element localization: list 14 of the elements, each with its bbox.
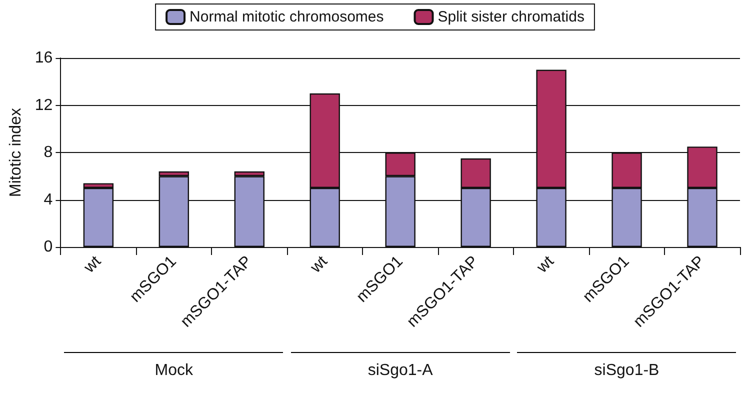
y-tick-label: 16 (34, 50, 53, 66)
text: siSgo1-B (593, 362, 660, 380)
x-tick-label: wt (80, 252, 105, 278)
text: Mock (154, 362, 194, 380)
y-tick-label: 0 (44, 238, 53, 256)
legend-label: Normal mitotic chromosomes (190, 8, 384, 26)
x-tick-label: wt (306, 252, 332, 278)
y-tick-label: 4 (44, 191, 53, 208)
text: siSgo1-A (366, 362, 434, 380)
y-axis-title: Mitotic index (8, 108, 24, 197)
y-tick-label: 8 (44, 144, 53, 161)
y-tick-label: 12 (34, 96, 53, 114)
x-tick-label: wt (533, 252, 558, 278)
legend-label: Split sister chromatids (438, 8, 584, 26)
